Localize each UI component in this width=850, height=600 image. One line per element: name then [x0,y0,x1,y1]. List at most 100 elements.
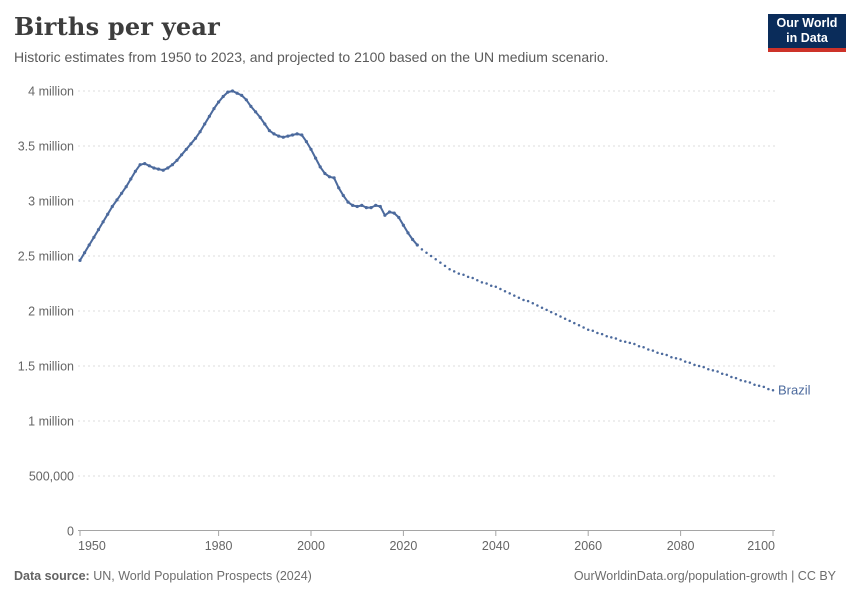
projected-data-point[interactable] [744,380,747,383]
projected-data-point[interactable] [660,352,664,356]
historic-data-point[interactable] [83,251,87,255]
projected-data-point[interactable] [674,357,678,360]
projected-data-point[interactable] [471,276,474,280]
projected-data-point[interactable] [582,326,585,329]
projected-data-point[interactable] [762,385,766,389]
projected-data-point[interactable] [757,384,761,388]
historic-data-point[interactable] [175,158,179,162]
historic-data-point[interactable] [129,177,133,181]
historic-data-point[interactable] [341,193,345,198]
historic-data-point[interactable] [156,167,161,171]
historic-data-point[interactable] [78,258,82,262]
historic-data-point[interactable] [277,134,281,138]
projected-data-point[interactable] [494,285,498,289]
historic-data-point[interactable] [300,133,304,137]
historic-data-point[interactable] [374,203,378,207]
series-label-brazil[interactable]: Brazil [778,383,811,398]
historic-data-point[interactable] [124,185,128,189]
projected-data-point[interactable] [429,254,433,258]
historic-line[interactable] [79,90,419,261]
historic-data-point[interactable] [143,162,147,166]
historic-data-point[interactable] [281,135,285,139]
projected-data-point[interactable] [434,258,437,261]
projected-data-point[interactable] [462,273,465,276]
historic-data-point[interactable] [258,115,262,119]
historic-data-point[interactable] [351,203,355,207]
historic-data-point[interactable] [415,243,419,247]
historic-data-point[interactable] [286,134,290,138]
projected-data-point[interactable] [545,308,548,312]
historic-data-point[interactable] [110,204,114,209]
historic-data-point[interactable] [378,204,382,209]
projected-data-point[interactable] [443,264,447,268]
historic-data-point[interactable] [226,90,230,94]
historic-data-point[interactable] [217,100,221,104]
projected-data-point[interactable] [610,336,613,339]
projected-data-point[interactable] [753,383,756,386]
projected-data-point[interactable] [452,270,456,273]
historic-data-point[interactable] [272,132,276,136]
historic-data-point[interactable] [198,130,202,134]
projected-data-point[interactable] [623,340,627,344]
projected-data-point[interactable] [600,332,604,336]
projected-data-point[interactable] [767,387,770,391]
projected-data-point[interactable] [554,313,558,316]
projected-data-point[interactable] [734,376,738,380]
projected-data-point[interactable] [559,315,562,318]
projected-data-point[interactable] [707,368,710,371]
projected-data-point[interactable] [586,328,590,331]
historic-data-point[interactable] [87,243,91,247]
historic-data-point[interactable] [221,94,225,99]
historic-data-point[interactable] [166,166,170,170]
historic-data-point[interactable] [337,186,341,190]
historic-data-point[interactable] [263,122,267,126]
projected-data-point[interactable] [466,275,470,279]
historic-data-point[interactable] [240,93,244,97]
historic-data-point[interactable] [244,98,248,102]
projected-data-point[interactable] [605,335,608,338]
projected-data-point[interactable] [522,298,525,302]
projected-data-point[interactable] [665,353,668,357]
projected-data-point[interactable] [771,388,775,392]
projected-data-point[interactable] [619,339,622,342]
historic-data-point[interactable] [267,129,271,133]
projected-data-point[interactable] [549,310,553,314]
historic-data-point[interactable] [180,153,184,157]
projected-data-point[interactable] [716,370,719,373]
projected-data-point[interactable] [642,346,645,349]
projected-data-point[interactable] [526,299,530,303]
historic-data-point[interactable] [411,237,415,242]
historic-data-point[interactable] [401,223,405,227]
projected-data-point[interactable] [420,248,424,251]
historic-data-point[interactable] [397,215,401,220]
historic-data-point[interactable] [383,213,387,217]
owid-logo[interactable]: Our World in Data [768,14,846,52]
historic-data-point[interactable] [364,206,368,210]
projected-data-point[interactable] [476,278,479,282]
historic-data-point[interactable] [406,231,410,235]
projected-data-point[interactable] [485,282,488,285]
historic-data-point[interactable] [207,114,211,118]
projected-data-point[interactable] [702,365,705,369]
projected-data-point[interactable] [651,349,655,352]
projected-data-point[interactable] [591,329,595,333]
historic-data-point[interactable] [170,163,174,167]
historic-data-point[interactable] [212,107,216,111]
projected-data-point[interactable] [499,287,502,291]
projected-data-point[interactable] [489,284,493,287]
historic-data-point[interactable] [314,156,318,160]
projected-data-point[interactable] [679,358,682,361]
projected-data-point[interactable] [508,292,511,295]
historic-data-point[interactable] [290,133,295,137]
projected-data-point[interactable] [656,351,659,355]
historic-data-point[interactable] [152,166,156,170]
projected-data-point[interactable] [531,302,535,305]
projected-data-point[interactable] [683,360,687,363]
historic-data-point[interactable] [120,191,124,195]
footer-url[interactable]: OurWorldinData.org/population-growth | C… [573,569,836,583]
historic-data-point[interactable] [323,171,327,176]
projected-data-point[interactable] [596,331,599,335]
projected-data-point[interactable] [457,272,461,275]
projected-data-point[interactable] [573,321,576,325]
